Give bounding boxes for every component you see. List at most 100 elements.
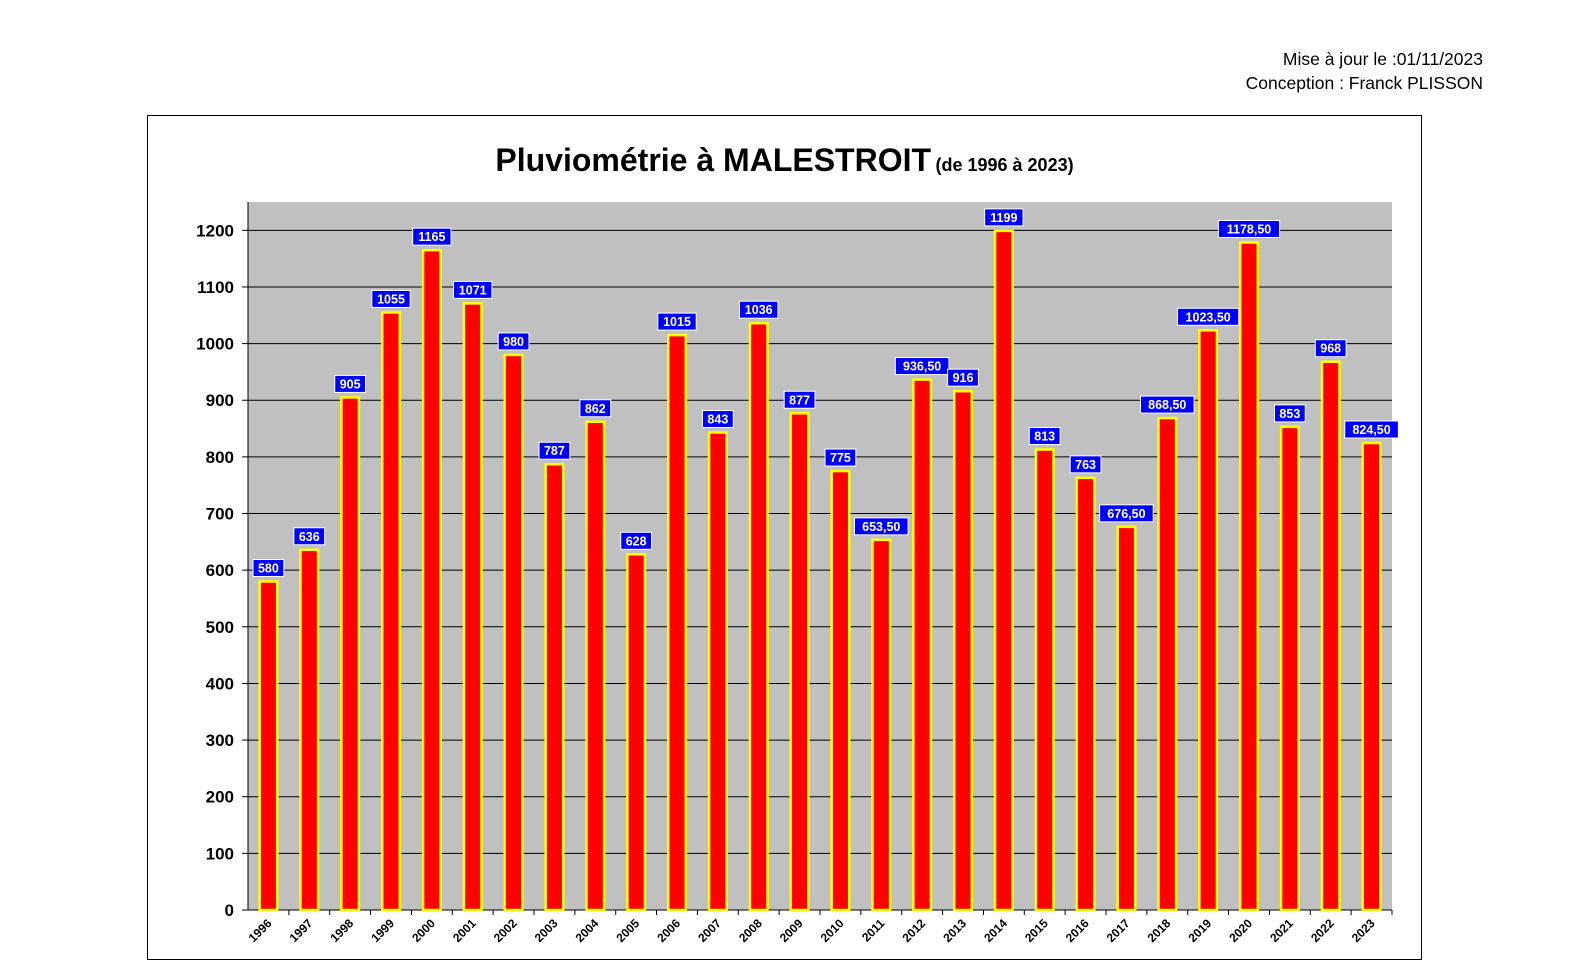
y-tick-label: 300 (206, 731, 234, 750)
x-tick-label-1999: 1999 (368, 916, 397, 945)
data-label-box (497, 332, 530, 351)
y-tick-label: 900 (206, 391, 234, 410)
x-tick-label-2008: 2008 (736, 916, 765, 945)
bar-2006 (666, 333, 688, 912)
bar-2017 (1116, 525, 1137, 912)
x-tick-label-2018: 2018 (1145, 916, 1174, 945)
x-tick-label-2022: 2022 (1308, 916, 1337, 945)
x-tick-label-2006: 2006 (654, 916, 683, 945)
data-label-2018: 868,50 (1148, 398, 1186, 412)
y-tick-label: 1100 (197, 278, 234, 297)
data-label-2005: 628 (626, 534, 647, 548)
data-label-box (1069, 455, 1102, 474)
data-label-box (824, 448, 857, 467)
data-label-2016: 763 (1075, 458, 1096, 472)
data-label-box (1344, 420, 1399, 439)
y-tick-label: 1000 (196, 335, 234, 354)
bar-2013 (952, 389, 974, 912)
data-label-2007: 843 (707, 413, 728, 427)
data-label-1998: 905 (340, 377, 361, 391)
data-label-2020: 1178,50 (1227, 222, 1272, 236)
chart-subtitle: (de 1996 à 2023) (935, 155, 1074, 175)
data-label-2011: 653,50 (862, 520, 900, 534)
y-tick-label: 500 (206, 618, 234, 637)
x-tick-label-1996: 1996 (246, 916, 275, 945)
bar-2015 (1034, 448, 1055, 912)
bar-2018 (1157, 416, 1178, 912)
bar-2023 (1361, 441, 1382, 912)
data-label-box (579, 399, 612, 418)
data-label-box (1217, 219, 1281, 238)
data-label-2008: 1036 (745, 303, 773, 317)
bar-2008 (748, 321, 769, 912)
data-label-box (620, 531, 653, 550)
data-label-2003: 787 (544, 444, 565, 458)
chart-title-main: Pluviométrie à MALESTROIT (495, 142, 932, 178)
y-tick-label: 1200 (196, 221, 234, 240)
data-label-box (1099, 504, 1154, 523)
data-label-2004: 862 (585, 402, 606, 416)
bar-1997 (299, 548, 320, 912)
data-label-box (293, 527, 326, 546)
bar-2012 (912, 378, 933, 912)
x-tick-label-2007: 2007 (695, 916, 724, 945)
bar-2016 (1075, 476, 1096, 912)
data-label-box (1139, 395, 1195, 414)
x-tick-label-2019: 2019 (1185, 916, 1214, 945)
data-label-box (853, 517, 909, 536)
bar-2004 (585, 420, 606, 912)
y-tick-label: 700 (206, 505, 234, 524)
data-label-box (701, 410, 734, 429)
bar-1998 (340, 396, 361, 912)
data-label-box (984, 208, 1024, 227)
author-credit: Conception : Franck PLISSON (1245, 73, 1483, 93)
data-label-2013: 916 (953, 371, 974, 385)
chart-title: Pluviométrie à MALESTROIT (de 1996 à 202… (148, 142, 1421, 179)
data-label-box (947, 368, 979, 387)
data-label-1997: 636 (299, 530, 320, 544)
data-label-2002: 980 (503, 335, 524, 349)
x-tick-label-2020: 2020 (1226, 916, 1255, 945)
bar-2022 (1320, 360, 1341, 912)
bar-2005 (626, 553, 647, 912)
data-label-box (739, 300, 779, 319)
data-label-2021: 853 (1279, 407, 1300, 421)
chart-frame: 0 100 200 300 400 500 600 700 800 900 1000 1100 1200… (147, 115, 1422, 960)
x-tick-label-2009: 2009 (777, 916, 806, 945)
x-tick-label-2014: 2014 (981, 916, 1010, 945)
data-label-2022: 968 (1320, 342, 1341, 356)
data-label-box (657, 312, 697, 331)
data-label-box (1177, 307, 1240, 326)
y-tick-label: 200 (206, 788, 234, 807)
data-label-2014: 1199 (990, 211, 1017, 225)
bar-1999 (380, 311, 402, 912)
bar-2003 (544, 462, 565, 912)
data-label-2000: 1165 (418, 230, 445, 244)
bar-2007 (707, 431, 728, 912)
x-tick-label-2017: 2017 (1104, 916, 1133, 945)
bar-2009 (789, 412, 810, 912)
x-tick-label-2005: 2005 (613, 916, 642, 945)
data-label-box (371, 289, 411, 308)
x-tick-label-2010: 2010 (818, 916, 847, 945)
data-label-box (538, 441, 571, 460)
data-label-1999: 1055 (377, 292, 405, 306)
x-tick-label-2012: 2012 (899, 916, 928, 945)
x-tick-label-2003: 2003 (532, 916, 561, 945)
data-label-2009: 877 (789, 393, 810, 407)
data-label-2001: 1071 (459, 283, 487, 297)
data-label-2019: 1023,50 (1186, 310, 1231, 324)
data-label-2017: 676,50 (1107, 507, 1145, 521)
data-label-box (252, 558, 285, 577)
data-label-box (1028, 427, 1061, 446)
x-tick-label-2002: 2002 (491, 916, 520, 945)
bar-chart: 0 100 200 300 400 500 600 700 800 900 1000 1100 1200… (196, 202, 1399, 945)
y-tick-label: 400 (206, 674, 234, 693)
data-label-2023: 824,50 (1352, 423, 1390, 437)
bar-2020 (1238, 241, 1260, 912)
x-tick-label-2015: 2015 (1022, 916, 1051, 945)
data-label-box (1273, 404, 1306, 423)
x-tick-label-2021: 2021 (1267, 916, 1296, 945)
y-tick-label: 600 (206, 561, 234, 580)
x-tick-label-1998: 1998 (327, 916, 356, 945)
